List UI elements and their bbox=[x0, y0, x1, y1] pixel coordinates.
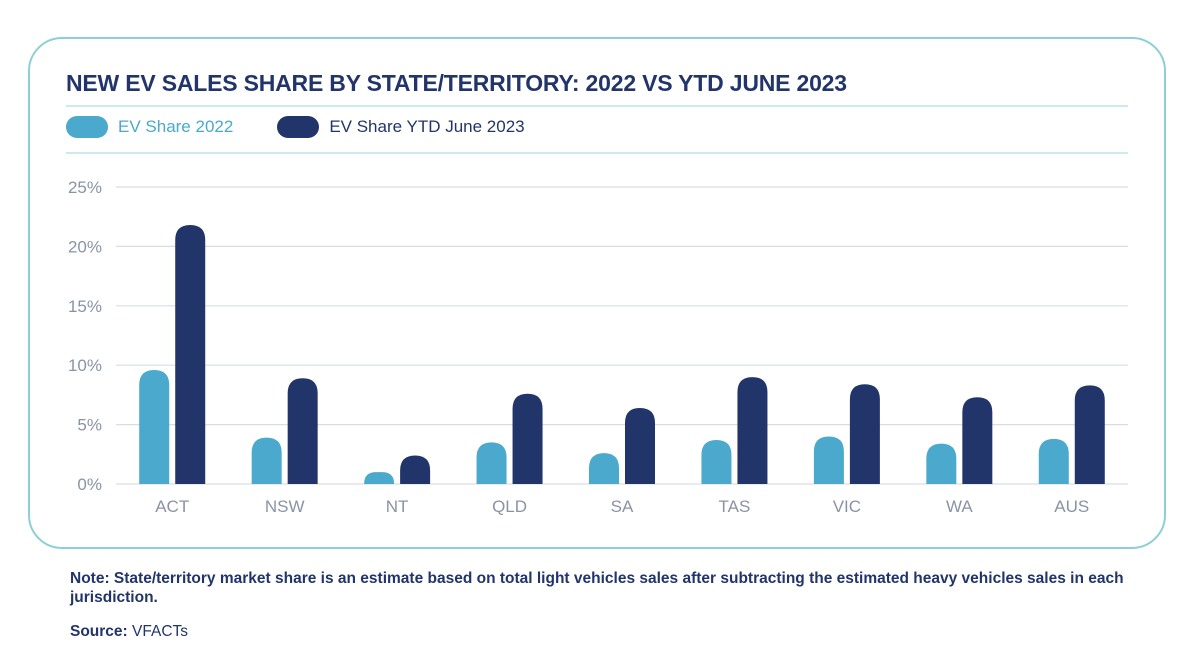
bar-sa-2023 bbox=[625, 407, 655, 484]
x-tick-label-aus: AUS bbox=[1054, 497, 1089, 516]
x-tick-label-nt: NT bbox=[386, 497, 409, 516]
chart-title: NEW EV SALES SHARE BY STATE/TERRITORY: 2… bbox=[66, 70, 847, 96]
legend-label-2023: EV Share YTD June 2023 bbox=[329, 117, 525, 136]
chart-source: Source: VFACTs bbox=[70, 623, 188, 641]
y-tick-label: 25% bbox=[68, 178, 102, 197]
title-divider bbox=[66, 105, 1128, 107]
legend-divider bbox=[66, 152, 1128, 154]
source-label: Source: bbox=[70, 623, 128, 640]
x-tick-label-nsw: NSW bbox=[265, 497, 305, 516]
bar-sa-2022 bbox=[589, 453, 619, 484]
legend-item-2023: EV Share YTD June 2023 bbox=[277, 116, 525, 138]
bar-nsw-2023 bbox=[287, 378, 318, 484]
x-tick-label-qld: QLD bbox=[492, 497, 527, 516]
bar-aus-2022 bbox=[1038, 438, 1069, 484]
bar-aus-2023 bbox=[1074, 385, 1105, 484]
y-tick-label: 5% bbox=[77, 416, 102, 435]
legend-swatch-2023 bbox=[277, 116, 320, 138]
bar-act-2022 bbox=[139, 369, 170, 484]
x-tick-label-tas: TAS bbox=[719, 497, 751, 516]
x-tick-label-sa: SA bbox=[611, 497, 634, 516]
bar-nsw-2022 bbox=[251, 437, 282, 484]
chart-card bbox=[28, 37, 1166, 549]
y-tick-label: 10% bbox=[68, 356, 102, 375]
legend-item-2022: EV Share 2022 bbox=[66, 116, 233, 138]
bar-act-2023 bbox=[175, 225, 206, 485]
legend-label-2022: EV Share 2022 bbox=[118, 117, 234, 136]
chart-legend: EV Share 2022 EV Share YTD June 2023 bbox=[66, 116, 569, 138]
y-tick-label: 20% bbox=[68, 237, 102, 256]
chart-note: Note: State/territory market share is an… bbox=[70, 570, 1124, 606]
source-value: VFACTs bbox=[132, 623, 189, 640]
bar-chart: 0% 5% 10% 15% 20% 25% ACT NSW NT QLD SA TAS VIC WA AUS bbox=[68, 178, 1128, 516]
legend-swatch-2022 bbox=[66, 116, 108, 138]
bar-vic-2023 bbox=[849, 384, 880, 484]
bar-qld-2022 bbox=[476, 442, 507, 484]
bar-tas-2022 bbox=[701, 440, 732, 484]
y-tick-label: 15% bbox=[68, 297, 102, 316]
x-tick-label-act: ACT bbox=[155, 497, 189, 516]
bar-vic-2022 bbox=[813, 436, 844, 484]
bar-tas-2023 bbox=[737, 377, 768, 484]
bar-nt-2023 bbox=[400, 455, 431, 484]
bar-wa-2022 bbox=[926, 443, 957, 484]
bar-nt-2022 bbox=[364, 472, 395, 484]
bar-qld-2023 bbox=[512, 393, 543, 484]
y-tick-label: 0% bbox=[77, 475, 102, 494]
x-tick-label-vic: VIC bbox=[833, 497, 861, 516]
x-tick-label-wa: WA bbox=[946, 497, 973, 516]
bar-wa-2023 bbox=[962, 397, 993, 484]
